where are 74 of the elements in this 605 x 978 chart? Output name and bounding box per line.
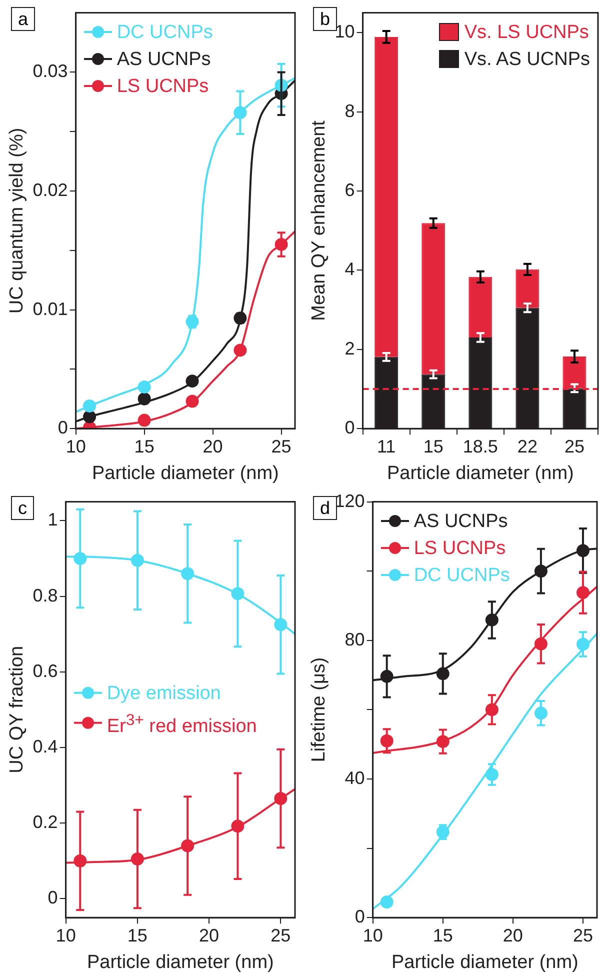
- x-tick-label: 20: [502, 925, 523, 946]
- y-axis-title: Mean QY enhancement: [308, 120, 330, 321]
- point: [83, 400, 96, 413]
- point: [138, 392, 151, 406]
- x-axis-title: Particle diameter (nm): [92, 462, 279, 484]
- point: [138, 380, 151, 394]
- x-tick-label: 15: [134, 436, 154, 456]
- y-tick-label: 0: [58, 418, 68, 438]
- x-tick-label: 25: [271, 436, 292, 456]
- text: b: [320, 9, 330, 29]
- x-tick-label: 18.5: [462, 436, 498, 456]
- y-tick-label: 40: [344, 768, 365, 788]
- x-tick-label: 25: [270, 925, 291, 946]
- x-tick-label: 10: [66, 436, 86, 456]
- x-tick-label: 20: [199, 925, 220, 946]
- y-tick-label: 120: [334, 490, 365, 511]
- x-axis-title: Particle diameter (nm): [386, 462, 574, 484]
- bar: [374, 36, 398, 357]
- x-tick-label: 15: [432, 925, 453, 946]
- y-tick-label: 0: [344, 418, 355, 438]
- y-tick-label: 8: [344, 100, 355, 121]
- legend-label: AS UCNPs: [116, 48, 211, 72]
- legend-label: DC UCNPs: [116, 20, 213, 45]
- y-tick-label: 0.03: [32, 61, 68, 82]
- line-series: [372, 632, 597, 910]
- legend-label: LS UCNPs: [414, 536, 506, 561]
- y-tick-label: 0.2: [32, 812, 58, 832]
- x-axis-title: Particle diameter (nm): [391, 952, 578, 973]
- legend-label: AS UCNPs: [414, 510, 508, 534]
- y-tick-label: 2: [344, 338, 355, 358]
- text: a: [11, 7, 36, 31]
- y-tick-label: 0.01: [32, 298, 68, 319]
- legend-label: LS UCNPs: [116, 74, 209, 99]
- point: [186, 394, 199, 408]
- x-axis-title: Particle diameter (nm): [86, 952, 274, 973]
- legend-label: Vs. AS UCNPs: [464, 48, 590, 72]
- y-axis-title: UC QY fraction: [6, 646, 28, 774]
- text: c: [11, 496, 34, 520]
- x-tick-label: 15: [423, 436, 444, 456]
- y-tick-label: 0.02: [32, 180, 68, 200]
- point: [380, 896, 394, 909]
- line-series: [66, 788, 295, 864]
- x-tick-label: 15: [127, 925, 148, 946]
- bar: [516, 269, 540, 308]
- y-axis-title: UC quantum yield (%): [6, 128, 28, 314]
- y-tick-label: 0: [48, 888, 58, 908]
- point: [83, 410, 96, 424]
- y-tick-label: 80: [344, 629, 365, 650]
- y-tick-label: 0.6: [32, 660, 58, 681]
- line-series: [66, 556, 295, 636]
- x-tick-label: 20: [202, 436, 223, 456]
- x-tick-label: 25: [572, 925, 594, 946]
- y-tick-label: 4: [344, 259, 355, 280]
- y-tick-label: 0.4: [32, 736, 58, 756]
- legend-label: DC UCNPs: [414, 564, 510, 588]
- legend-label: Er$^{3+}$ red emission: [106, 710, 257, 739]
- x-tick-label: 22: [517, 436, 538, 456]
- point: [138, 414, 151, 427]
- y-tick-label: 0.8: [32, 585, 58, 606]
- y-tick-label: 10: [334, 22, 355, 42]
- y-tick-label: 0: [354, 906, 365, 927]
- y-axis-title: Lifetime (μs): [308, 657, 330, 762]
- bar: [468, 276, 492, 338]
- legend-label: Dye emission: [106, 682, 221, 706]
- y-tick-label: 1: [48, 510, 58, 530]
- point: [234, 344, 247, 357]
- text: d: [320, 498, 330, 518]
- x-tick-label: 11: [376, 436, 396, 456]
- y-tick-label: 6: [344, 180, 355, 200]
- x-tick-label: 10: [362, 925, 383, 946]
- bar: [422, 223, 446, 374]
- legend-label: Vs. LS UCNPs: [464, 20, 589, 45]
- point: [186, 374, 199, 388]
- x-tick-label: 25: [564, 436, 584, 456]
